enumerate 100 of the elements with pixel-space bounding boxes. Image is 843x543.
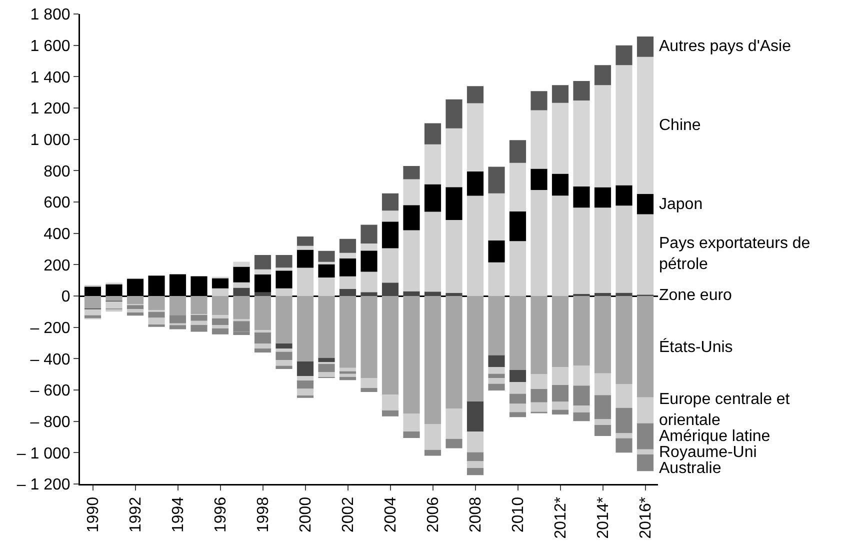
bar bbox=[339, 376, 356, 380]
bar bbox=[212, 328, 229, 334]
bar bbox=[636, 36, 654, 57]
x-tick-label: 2012* bbox=[552, 496, 570, 539]
bar bbox=[466, 452, 484, 462]
bar bbox=[594, 373, 612, 396]
x-tick-label: 2010 bbox=[510, 496, 527, 532]
bar bbox=[339, 258, 356, 276]
bar bbox=[466, 432, 484, 452]
bar bbox=[446, 408, 462, 439]
bar bbox=[509, 211, 526, 242]
series-label: Autres pays d'Asie bbox=[659, 38, 792, 55]
x-tick-label: 2016* bbox=[637, 496, 654, 539]
bar bbox=[594, 395, 612, 420]
x-tick-label: 1996 bbox=[212, 496, 230, 532]
bar bbox=[530, 168, 548, 190]
bar bbox=[466, 296, 484, 402]
bar bbox=[446, 438, 462, 448]
x-tick-label: 2002 bbox=[340, 496, 357, 532]
bar bbox=[360, 292, 378, 296]
bar bbox=[339, 288, 356, 296]
bar bbox=[254, 254, 272, 270]
bar bbox=[616, 185, 632, 206]
bar bbox=[382, 222, 399, 248]
bar bbox=[446, 292, 462, 296]
bar bbox=[509, 404, 526, 412]
bar bbox=[636, 194, 654, 214]
bar bbox=[552, 410, 569, 414]
bar bbox=[636, 56, 654, 194]
bar bbox=[552, 85, 569, 103]
bar bbox=[106, 296, 122, 301]
bar bbox=[573, 406, 590, 412]
bar bbox=[594, 187, 612, 208]
bar bbox=[424, 296, 442, 424]
bar bbox=[509, 162, 526, 212]
bar bbox=[552, 384, 569, 402]
bar bbox=[276, 268, 292, 271]
bar bbox=[530, 389, 548, 402]
bar bbox=[296, 388, 314, 396]
bar bbox=[360, 224, 378, 244]
bar bbox=[296, 246, 314, 250]
bar bbox=[424, 123, 442, 144]
series-label: Pays exportateurs de pétrole bbox=[659, 235, 810, 273]
bar bbox=[616, 438, 632, 453]
bar bbox=[403, 296, 420, 414]
bar bbox=[594, 208, 612, 294]
bar bbox=[276, 343, 292, 348]
bar bbox=[488, 366, 505, 374]
bar bbox=[466, 86, 484, 104]
y-tick-label: 1 200 bbox=[30, 100, 70, 118]
bar bbox=[509, 370, 526, 382]
series-label: Chine bbox=[659, 117, 701, 134]
bar bbox=[594, 424, 612, 436]
bar bbox=[616, 433, 632, 438]
bar bbox=[573, 81, 590, 100]
x-tick-label: 2004 bbox=[382, 496, 400, 532]
bar bbox=[254, 343, 272, 348]
bar bbox=[126, 296, 144, 304]
bar bbox=[616, 292, 632, 296]
bar bbox=[573, 208, 590, 294]
bar bbox=[403, 432, 420, 438]
bar bbox=[552, 296, 569, 368]
bar bbox=[148, 296, 165, 310]
bar bbox=[594, 296, 612, 374]
bar bbox=[318, 372, 335, 377]
bar bbox=[403, 291, 420, 296]
bar bbox=[296, 296, 314, 362]
bar bbox=[296, 250, 314, 268]
bar bbox=[276, 254, 292, 268]
bar bbox=[403, 166, 420, 180]
bar bbox=[126, 305, 144, 310]
bar bbox=[488, 378, 505, 384]
bar bbox=[296, 236, 314, 246]
bar bbox=[254, 296, 272, 330]
y-tick-label: – 1 200 bbox=[16, 476, 70, 494]
bar bbox=[233, 262, 250, 267]
bar bbox=[424, 450, 442, 456]
bar bbox=[466, 103, 484, 172]
bar bbox=[276, 352, 292, 360]
bar bbox=[276, 348, 292, 352]
y-tick-label: – 800 bbox=[30, 414, 70, 431]
bar bbox=[339, 238, 356, 253]
bar bbox=[636, 214, 654, 295]
bar bbox=[276, 296, 292, 344]
bar bbox=[382, 410, 399, 416]
bar bbox=[276, 270, 292, 288]
bar bbox=[360, 272, 378, 292]
bar bbox=[446, 128, 462, 188]
bar bbox=[446, 187, 462, 220]
bar bbox=[360, 296, 378, 378]
bar bbox=[212, 318, 229, 326]
bar bbox=[190, 320, 208, 325]
bar bbox=[106, 301, 122, 309]
bar bbox=[296, 376, 314, 380]
bar bbox=[616, 408, 632, 434]
bar bbox=[594, 419, 612, 425]
bar bbox=[360, 378, 378, 388]
y-tick-label: – 600 bbox=[30, 382, 70, 400]
bar bbox=[466, 171, 484, 196]
bar bbox=[126, 309, 144, 312]
